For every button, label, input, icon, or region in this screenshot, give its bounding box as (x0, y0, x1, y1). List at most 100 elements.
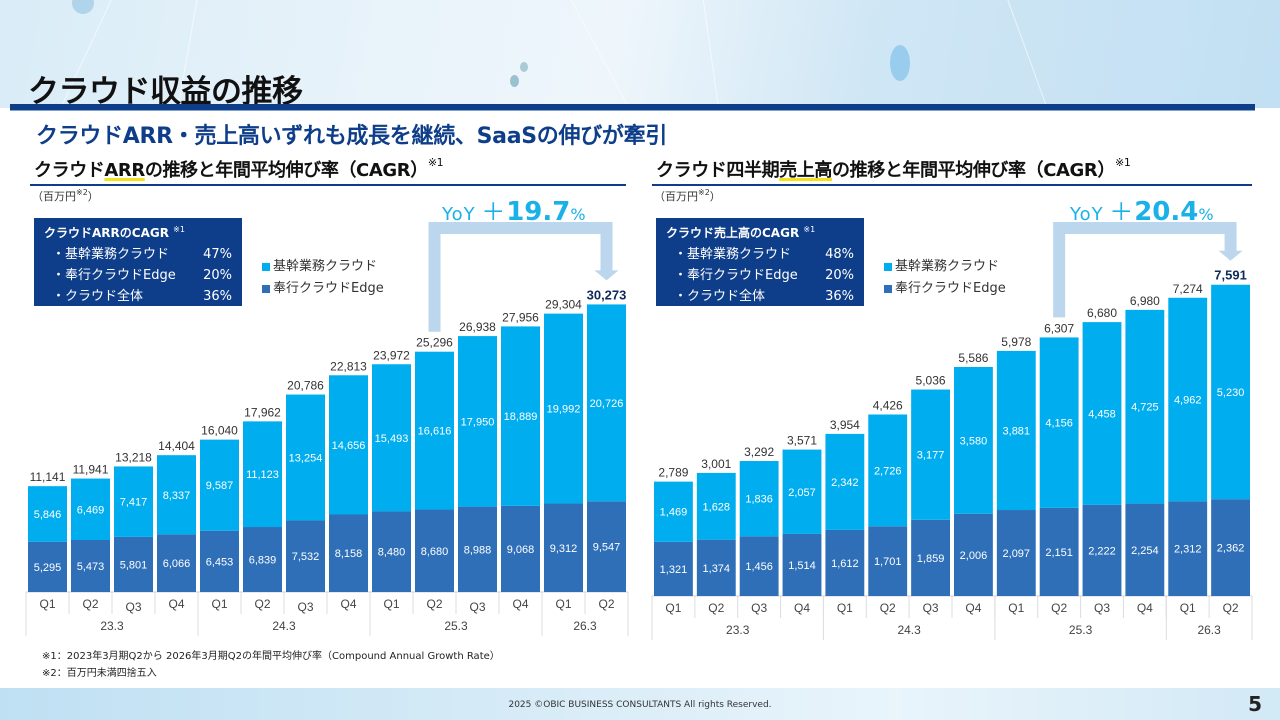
bar-edge (286, 520, 325, 592)
bar-edge (1125, 503, 1165, 596)
copyright-text: 2025 ©OBIC BUSINESS CONSULTANTS All righ… (508, 700, 772, 710)
core-value-label: 1,469 (660, 507, 688, 519)
x-tick-label: Q2 (426, 597, 442, 611)
edge-value-label: 2,312 (1174, 544, 1202, 556)
bar-edge (501, 505, 540, 592)
x-tick-label: Q3 (923, 601, 939, 615)
cagr-box-title: クラウド売上高のCAGR ※1 (666, 224, 854, 241)
decor-dot (890, 45, 910, 81)
bar-core (372, 364, 411, 512)
total-label: 4,426 (873, 398, 903, 412)
total-label: 3,292 (744, 445, 774, 459)
bar-edge (782, 533, 822, 596)
x-tick-label: Q1 (555, 597, 571, 611)
total-label: 13,218 (115, 450, 152, 464)
page-number: 5 (1248, 692, 1262, 716)
bar-core (329, 375, 368, 515)
edge-value-label: 1,859 (917, 553, 945, 565)
cagr-value: 48% (825, 247, 854, 262)
x-group-label: 24.3 (897, 623, 921, 637)
bar-edge (243, 527, 282, 592)
edge-value-label: 1,612 (831, 558, 859, 570)
x-tick-label: Q4 (340, 597, 356, 611)
x-tick-label: Q3 (125, 600, 141, 614)
x-group-label: 24.3 (272, 619, 296, 633)
bar-edge (587, 501, 626, 592)
x-tick-label: Q4 (1137, 601, 1153, 615)
bar-edge (114, 536, 153, 592)
footnote-ref: ※1 (803, 225, 816, 234)
decor-dot (520, 62, 528, 72)
edge-value-label: 8,480 (378, 547, 406, 559)
bar-core (911, 389, 950, 520)
total-label-latest: 30,273 (587, 287, 627, 302)
decor-dot (72, 0, 94, 14)
bar-edge (696, 539, 736, 596)
total-label: 29,304 (545, 298, 582, 312)
bar-core (954, 366, 993, 514)
x-tick-label: Q4 (965, 601, 981, 615)
x-tick-label: Q2 (708, 601, 724, 615)
bar-core (501, 326, 540, 506)
bar-core (996, 350, 1036, 511)
footnote-ref: ※1 (173, 225, 185, 234)
edge-value-label: 6,453 (206, 556, 234, 568)
core-value-label: 17,950 (461, 416, 495, 428)
title-highlight: ARR (104, 160, 145, 181)
left-legend: 基幹業務クラウド 奉行クラウドEdge (262, 256, 384, 300)
bar-core (28, 486, 67, 542)
bar-core (825, 433, 865, 530)
bar-edge (911, 519, 950, 596)
core-value-label: 6,469 (77, 504, 105, 516)
yoy-arrow (428, 222, 619, 332)
bar-edge (415, 509, 454, 592)
right-panel-rule (652, 184, 1252, 186)
bar-edge (157, 534, 196, 592)
footnote-ref: ※1 (1115, 156, 1131, 169)
x-tick-label: Q3 (297, 600, 313, 614)
cagr-row: ・奉行クラウドEdge 20% (666, 265, 854, 286)
bar-core (1168, 297, 1208, 502)
core-value-label: 9,587 (206, 480, 234, 492)
x-tick-label: Q2 (82, 597, 98, 611)
total-label: 11,941 (73, 463, 109, 477)
unit-text: ） (87, 190, 99, 203)
bar-edge (372, 511, 411, 592)
total-label: 25,296 (416, 336, 453, 350)
bar-core (157, 455, 196, 535)
x-tick-label: Q1 (383, 597, 399, 611)
bar-edge (329, 514, 368, 592)
cagr-value: 36% (203, 289, 232, 304)
core-value-label: 4,458 (1088, 409, 1116, 421)
edge-value-label: 2,006 (960, 550, 988, 562)
legend-label: 奉行クラウドEdge (895, 281, 1006, 296)
edge-value-label: 9,312 (550, 543, 578, 555)
edge-value-label: 6,066 (163, 558, 191, 570)
x-tick-label: Q2 (880, 601, 896, 615)
bar-core (1039, 337, 1079, 508)
unit-text: （百万円 (32, 190, 76, 203)
total-label: 3,571 (787, 434, 817, 448)
cagr-label: ・基幹業務クラウド (52, 247, 170, 262)
edge-value-label: 1,514 (788, 560, 816, 572)
title-part: クラウド四半期 (656, 160, 780, 181)
footer-background (0, 688, 1280, 720)
edge-value-label: 2,097 (1003, 548, 1031, 560)
yoy-unit: % (1198, 205, 1214, 224)
legend-swatch (884, 263, 892, 271)
core-value-label: 14,656 (332, 440, 366, 452)
cagr-value: 47% (203, 247, 232, 262)
x-tick-label: Q2 (1051, 601, 1067, 615)
title-part: クラウド (34, 160, 105, 181)
edge-value-label: 7,532 (292, 551, 320, 563)
bar-core (696, 472, 736, 540)
edge-value-label: 5,473 (77, 561, 105, 573)
edge-value-label: 2,254 (1131, 545, 1159, 557)
x-tick-label: Q1 (1180, 601, 1196, 615)
yoy-unit: % (570, 205, 586, 224)
yoy-sign: ＋ (481, 198, 507, 226)
bar-edge (1039, 507, 1079, 596)
core-value-label: 20,726 (590, 398, 624, 410)
bar-core (1211, 284, 1250, 500)
